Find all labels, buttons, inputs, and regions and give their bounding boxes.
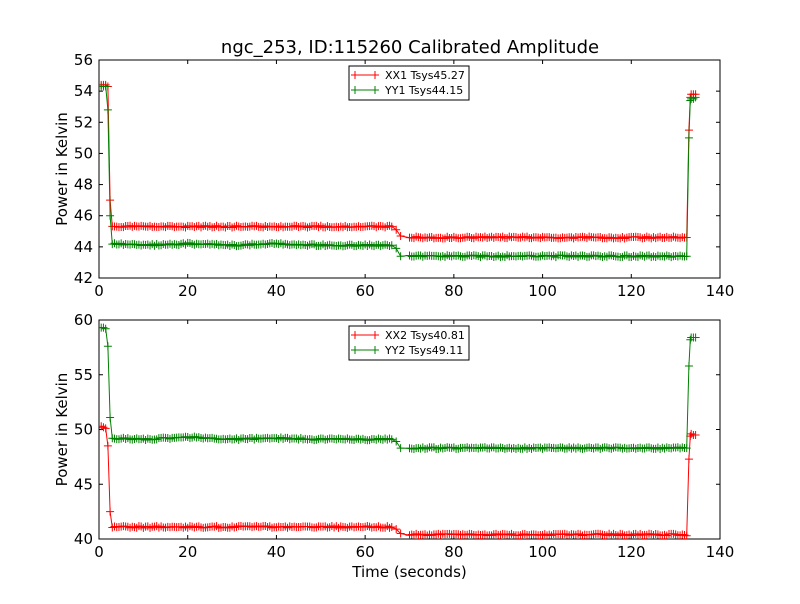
y-tick-label: 54 — [74, 82, 93, 100]
data-point — [101, 424, 110, 433]
data-point — [691, 333, 700, 342]
data-point — [392, 225, 401, 234]
legend-marker — [371, 346, 379, 354]
data-point — [396, 231, 405, 240]
x-tick-label: 20 — [178, 543, 197, 561]
x-tick-label: 40 — [267, 282, 286, 300]
data-point — [392, 437, 401, 446]
x-tick-label: 20 — [178, 282, 197, 300]
data-point — [396, 444, 405, 453]
y-axis-label: Power in Kelvin — [53, 373, 71, 487]
panel-2: 0 20 40 60 80 100 120 140 40 45 50 55 60 Power in Kel… — [53, 311, 734, 581]
data-point — [387, 241, 396, 250]
axes-frame — [98, 59, 721, 279]
x-tick-label: 0 — [94, 282, 104, 300]
legend: XX1 Tsys45.27 YY1 Tsys44.15 — [348, 65, 470, 101]
y-tick-label: 50 — [74, 421, 93, 439]
legend-marker — [371, 331, 379, 339]
data-point — [691, 93, 700, 102]
legend-marker — [371, 71, 379, 79]
y-tick-label: 52 — [74, 113, 93, 131]
y-tick-label: 50 — [74, 144, 93, 162]
legend-label: YY2 Tsys49.11 — [384, 344, 463, 357]
data-point — [103, 342, 112, 351]
legend-marker — [351, 331, 359, 339]
x-tick-label: 80 — [444, 282, 463, 300]
data-point — [682, 252, 691, 261]
y-tick-label: 60 — [74, 311, 93, 329]
x-tick-label: 60 — [356, 543, 375, 561]
legend-label: XX1 Tsys45.27 — [385, 69, 465, 82]
data-point — [103, 105, 112, 114]
data-point — [392, 244, 401, 253]
data-point — [106, 507, 115, 516]
series-2 — [99, 323, 700, 454]
data-point — [103, 441, 112, 450]
panels: 0 20 40 60 80 100 120 140 42 44 46 48 50 52 54 56 Power … — [53, 51, 734, 581]
data-point — [684, 361, 693, 370]
x-tick-label: 140 — [706, 282, 735, 300]
x-tick-label: 60 — [356, 282, 375, 300]
data-point — [392, 525, 401, 534]
y-tick-label: 55 — [74, 366, 93, 384]
y-axis-label: Power in Kelvin — [53, 112, 71, 226]
x-tick-label: 120 — [617, 282, 646, 300]
chart-title: ngc_253, ID:115260 Calibrated Amplitude — [221, 37, 599, 58]
y-tick-label: 56 — [74, 51, 93, 69]
x-axis-label: Time (seconds) — [351, 563, 467, 581]
data-point — [684, 133, 693, 142]
legend-marker — [351, 71, 359, 79]
y-tick-label: 42 — [74, 269, 93, 287]
y-tick-label: 45 — [74, 475, 93, 493]
y-tick-label: 44 — [74, 238, 93, 256]
x-tick-label: 100 — [528, 282, 557, 300]
data-point — [682, 444, 691, 453]
data-point — [684, 455, 693, 464]
y-tick-label: 40 — [74, 530, 93, 548]
legend-box — [348, 325, 470, 361]
legend-marker — [351, 346, 359, 354]
data-point — [106, 413, 115, 422]
series-1 — [99, 422, 700, 539]
data-point — [396, 252, 405, 261]
panel-1: 0 20 40 60 80 100 120 140 42 44 46 48 50 52 54 56 Power … — [53, 51, 734, 300]
x-tick-label: 120 — [617, 543, 646, 561]
legend-marker — [351, 86, 359, 94]
data-point — [387, 222, 396, 231]
data-point — [691, 430, 700, 439]
data-point — [101, 324, 110, 333]
x-tick-label: 140 — [706, 543, 735, 561]
x-tick-label: 0 — [94, 543, 104, 561]
legend-box — [348, 65, 470, 101]
data-point — [387, 435, 396, 444]
x-tick-label: 40 — [267, 543, 286, 561]
legend-marker — [371, 86, 379, 94]
y-tick-label: 48 — [74, 176, 93, 194]
series-1 — [99, 80, 700, 243]
data-point — [106, 211, 115, 220]
y-tick-label: 46 — [74, 207, 93, 225]
series-2 — [99, 82, 700, 262]
legend-label: YY1 Tsys44.15 — [384, 84, 463, 97]
data-point — [101, 82, 110, 91]
x-tick-label: 80 — [444, 543, 463, 561]
data-point — [387, 522, 396, 531]
legend-label: XX2 Tsys40.81 — [385, 329, 465, 342]
x-tick-label: 100 — [528, 543, 557, 561]
data-point — [396, 529, 405, 538]
legend: XX2 Tsys40.81 YY2 Tsys49.11 — [348, 325, 470, 361]
data-point — [682, 531, 691, 539]
